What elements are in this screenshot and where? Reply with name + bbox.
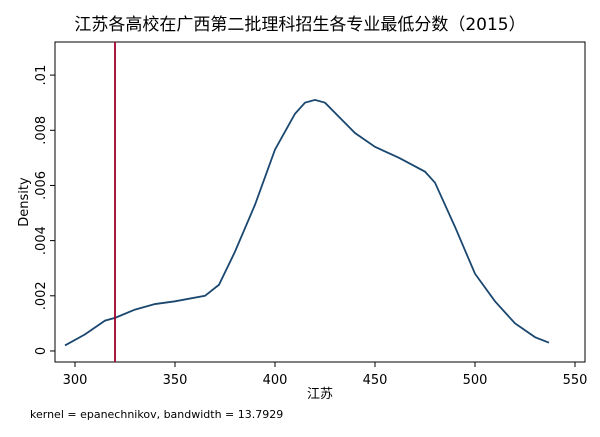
plot-frame bbox=[54, 41, 586, 363]
y-tick-label: .006 bbox=[34, 171, 49, 200]
y-tick-label: .004 bbox=[34, 226, 49, 255]
y-axis-label: Density bbox=[17, 177, 32, 227]
x-tick-label: 350 bbox=[163, 373, 188, 388]
x-tick-label: 300 bbox=[63, 373, 88, 388]
y-tick-label: .002 bbox=[34, 281, 49, 310]
note: kernel = epanechnikov, bandwidth = 13.79… bbox=[30, 408, 283, 421]
x-tick-label: 500 bbox=[463, 373, 488, 388]
x-tick-label: 450 bbox=[363, 373, 388, 388]
density-line bbox=[64, 98, 550, 347]
x-tick-label: 550 bbox=[563, 373, 588, 388]
y-tick-label: .01 bbox=[34, 65, 49, 86]
y-tick-label: .008 bbox=[34, 116, 49, 145]
y-tick-label: 0 bbox=[34, 347, 49, 355]
chart-title: 江苏各高校在广西第二批理科招生各专业最低分数（2015） bbox=[74, 15, 525, 35]
x-axis-label: 江苏 bbox=[307, 386, 333, 402]
x-tick-label: 400 bbox=[263, 373, 288, 388]
